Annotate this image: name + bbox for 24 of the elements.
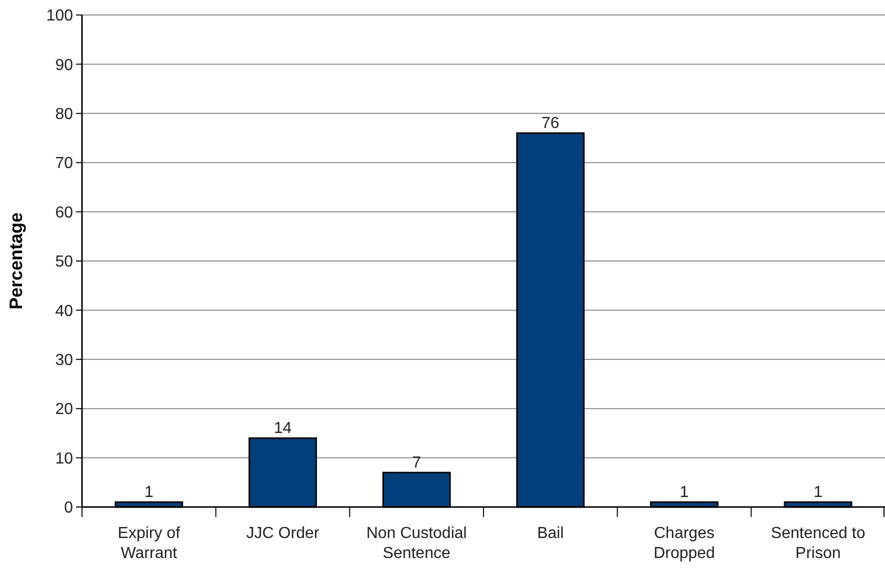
data-label: 1 — [144, 484, 154, 502]
data-label: 14 — [274, 420, 292, 438]
x-tick-label: Non Custodial Sentence — [366, 525, 467, 562]
y-axis-title: Percentage — [6, 212, 26, 310]
x-tick-label: Bail — [537, 525, 564, 542]
data-label: 1 — [814, 484, 823, 502]
data-label: 1 — [680, 484, 689, 502]
y-tick-label: 80 — [55, 106, 74, 123]
data-label: 76 — [542, 115, 560, 132]
y-tick-label: 50 — [55, 254, 74, 271]
x-tick-label: Expiry of Warrant — [118, 525, 181, 562]
x-tick-label: Charges Dropped — [654, 525, 715, 562]
x-tick-label: JJC Order — [246, 525, 320, 542]
y-tick-label: 20 — [55, 401, 74, 418]
y-tick-label: 30 — [55, 352, 74, 369]
y-tick-label: 10 — [55, 450, 74, 468]
y-tick-label: 90 — [55, 56, 74, 74]
y-tick-label: 0 — [64, 500, 74, 517]
y-tick-label: 100 — [46, 8, 74, 25]
data-label: 7 — [412, 454, 422, 472]
y-tick-label: 70 — [55, 155, 74, 172]
x-tick-label: Sentenced to Prison — [770, 525, 866, 562]
y-tick-label: 40 — [55, 302, 74, 320]
y-tick-label: 60 — [55, 204, 74, 222]
